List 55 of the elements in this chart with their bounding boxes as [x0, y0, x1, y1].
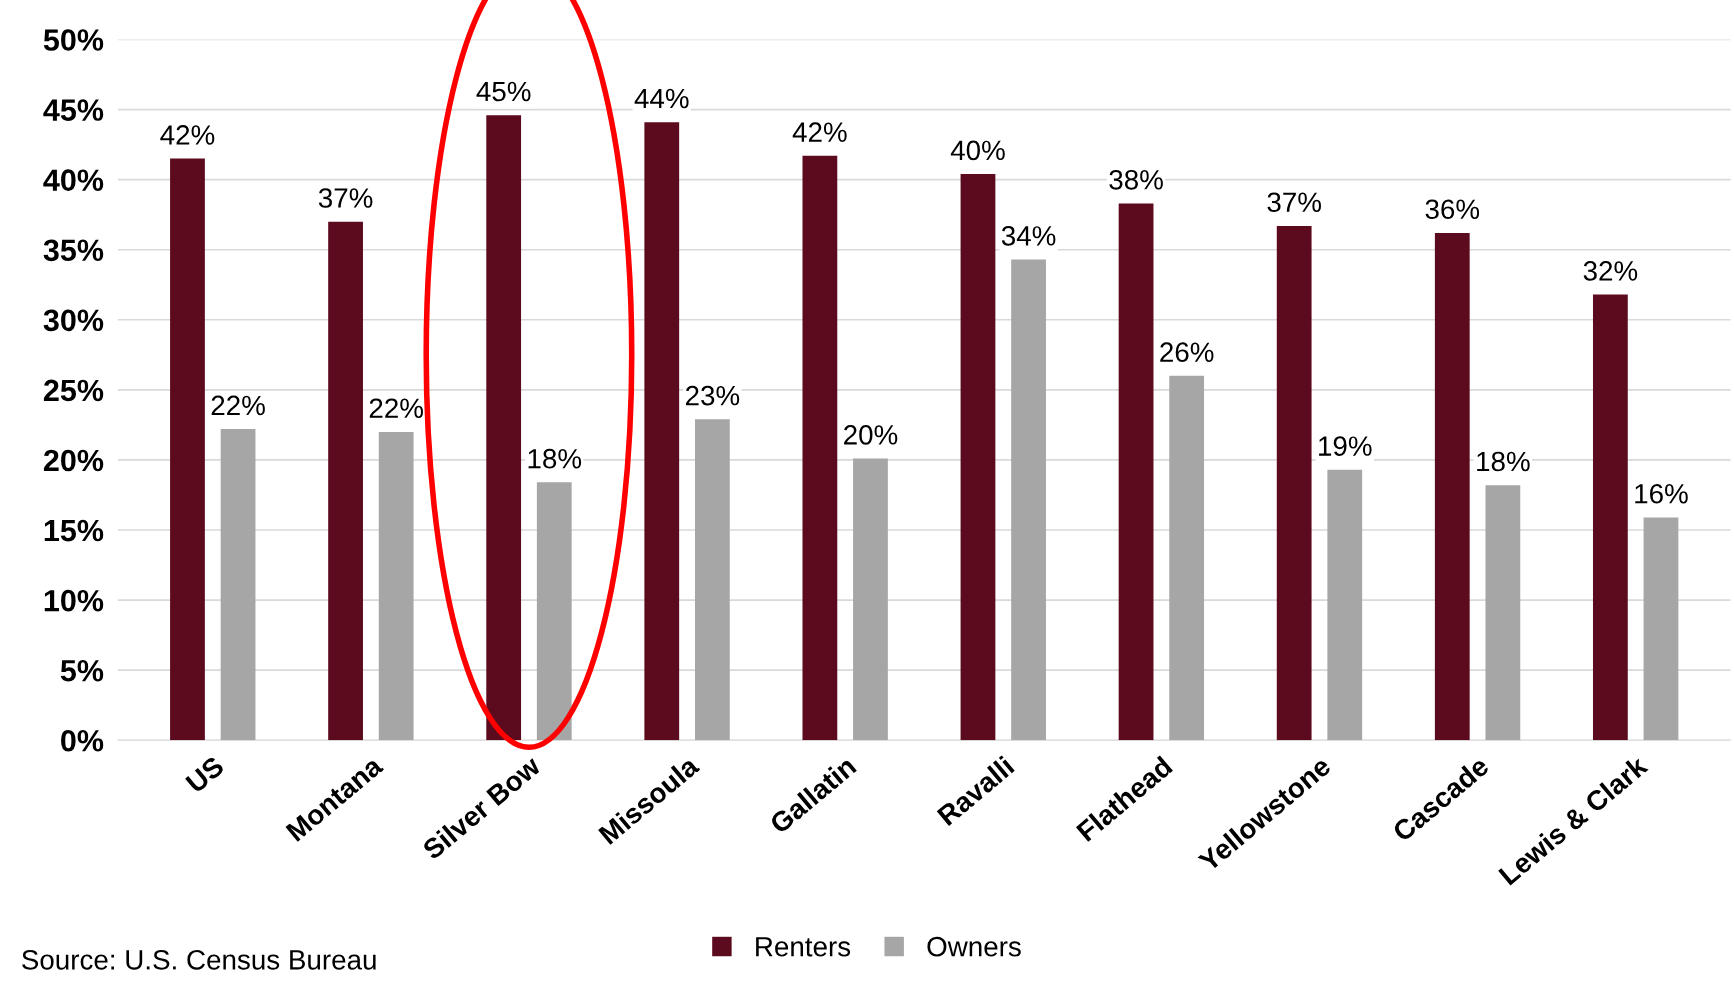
- bar: [1434, 232, 1470, 741]
- bar: [644, 122, 680, 741]
- data-label: 40%: [950, 140, 1005, 161]
- data-label: 18%: [528, 448, 582, 469]
- bar: [328, 221, 363, 741]
- bar: [960, 174, 996, 741]
- data-label: 20%: [844, 425, 898, 445]
- data-label: 45%: [476, 81, 531, 102]
- data-label: 16%: [1635, 483, 1688, 504]
- bar: [1011, 259, 1046, 741]
- y-tick-label: 15%: [44, 519, 104, 542]
- data-label: 37%: [1267, 192, 1321, 213]
- y-tick-label: 30%: [43, 309, 104, 332]
- data-label: 44%: [634, 88, 689, 109]
- bar: [694, 419, 730, 741]
- bar: [1276, 225, 1312, 741]
- data-label: 42%: [160, 125, 215, 145]
- bar: [1118, 203, 1154, 741]
- data-label: 23%: [685, 385, 740, 406]
- data-label: 18%: [1477, 451, 1530, 472]
- bar: [1643, 517, 1679, 741]
- bar: [853, 458, 888, 741]
- bar: [802, 155, 838, 741]
- data-label: 26%: [1160, 342, 1214, 363]
- data-label: 22%: [211, 395, 265, 416]
- y-tick-label: 5%: [60, 659, 104, 682]
- data-label: 19%: [1319, 436, 1372, 456]
- bar: [1592, 294, 1628, 741]
- bar: [220, 429, 256, 741]
- x-tick-label: US: [184, 755, 226, 794]
- bar: [536, 482, 572, 741]
- data-label: 38%: [1109, 169, 1163, 190]
- data-label: 37%: [318, 188, 373, 208]
- y-tick-label: 10%: [44, 589, 104, 612]
- bar: [1169, 375, 1205, 741]
- y-tick-label: 45%: [43, 99, 104, 121]
- y-tick-label: 35%: [43, 239, 104, 262]
- legend-label: Renters: [756, 937, 851, 957]
- bar: [170, 158, 205, 741]
- y-tick-label: 20%: [43, 449, 104, 472]
- bar: [1485, 485, 1521, 741]
- data-label: 36%: [1425, 199, 1480, 220]
- data-label: 22%: [369, 398, 423, 418]
- y-tick-label: 0%: [61, 729, 104, 752]
- y-tick-label: 50%: [43, 29, 104, 51]
- bar: [378, 431, 414, 741]
- y-tick-label: 25%: [43, 379, 104, 402]
- data-label: 32%: [1583, 261, 1638, 281]
- source-note: Source: U.S. Census Bureau: [22, 950, 376, 970]
- legend-label: Owners: [927, 936, 1021, 957]
- y-tick-label: 40%: [43, 169, 104, 192]
- bar: [486, 115, 522, 741]
- bar: [1327, 469, 1363, 741]
- data-label: 42%: [792, 122, 847, 142]
- data-label: 34%: [1001, 226, 1056, 246]
